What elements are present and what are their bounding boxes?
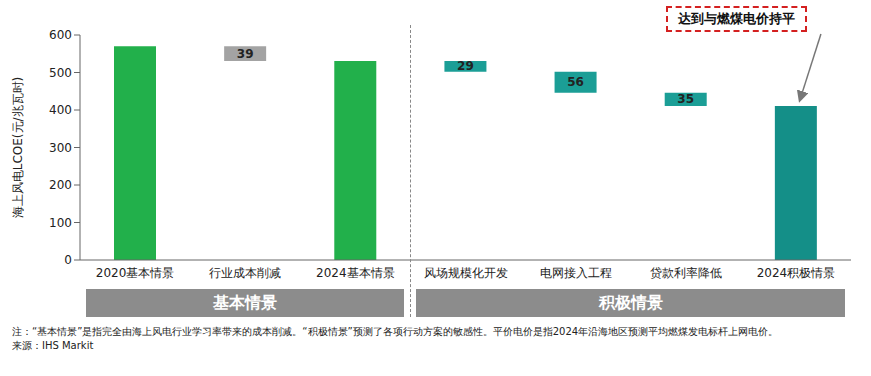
html-text:基本情景: 基本情景 (213, 292, 278, 312)
svg-text:2024积极情景: 2024积极情景 (757, 266, 836, 280)
html-text:来源：IHS Markit: 来源：IHS Markit (12, 340, 94, 351)
svg-text:35: 35 (677, 92, 694, 106)
svg-text:0: 0 (64, 253, 72, 267)
svg-text:56: 56 (567, 75, 584, 89)
svg-text:200: 200 (49, 178, 72, 192)
svg-text:贷款利率降低: 贷款利率降低 (650, 266, 722, 280)
svg-text:风场规模化开发: 风场规模化开发 (424, 266, 508, 280)
html-text:注：“基本情景”是指完全由海上风电行业学习率带来的成本削减。: 注：“基本情景”是指完全由海上风电行业学习率带来的成本削减。“积极情景”预测了各… (12, 326, 779, 337)
svg-text:2020基本情景: 2020基本情景 (96, 266, 175, 280)
svg-text:电网接入工程: 电网接入工程 (540, 266, 612, 280)
svg-text:600: 600 (49, 28, 72, 42)
html-text:达到与燃煤电价持平: 达到与燃煤电价持平 (677, 11, 795, 26)
svg-text:2024基本情景: 2024基本情景 (316, 266, 395, 280)
svg-text:100: 100 (49, 216, 72, 230)
svg-text:29: 29 (457, 59, 474, 73)
svg-text:39: 39 (237, 47, 254, 61)
svg-text:300: 300 (49, 141, 72, 155)
svg-text:海上风电LCOE(元/兆瓦时): 海上风电LCOE(元/兆瓦时) (11, 77, 25, 219)
html-text:积极情景: 积极情景 (598, 292, 663, 312)
svg-text:500: 500 (49, 66, 72, 80)
svg-text:行业成本削减: 行业成本削减 (209, 266, 281, 280)
svg-text:400: 400 (49, 103, 72, 117)
